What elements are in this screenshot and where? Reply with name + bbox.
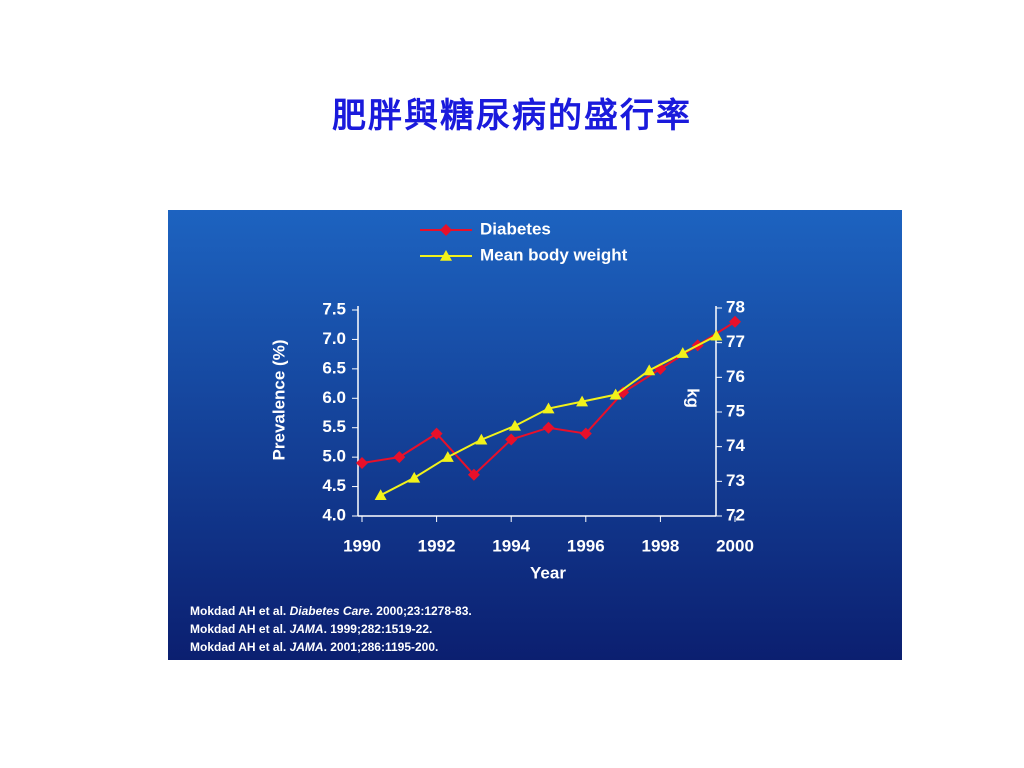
citation-part: Diabetes Care	[290, 604, 370, 618]
y-tick-label: 6.0	[322, 388, 346, 407]
y2-tick-label: 76	[726, 367, 745, 386]
y2-tick-label: 77	[726, 332, 745, 351]
point	[542, 402, 555, 414]
y-tick-label: 5.5	[322, 417, 346, 436]
point	[576, 395, 589, 407]
point	[617, 386, 630, 399]
x-tick-label: 1996	[567, 536, 605, 555]
citation-part: Mokdad AH et al.	[190, 640, 290, 654]
y2-tick-label: 72	[726, 505, 745, 524]
y-tick-label: 7.5	[322, 299, 346, 318]
point	[609, 388, 622, 400]
y2-tick-label: 78	[726, 297, 745, 316]
x-tick-label: 1994	[492, 536, 530, 555]
point	[356, 457, 368, 470]
citation-part: Mokdad AH et al.	[190, 622, 290, 636]
citation-part: Mokdad AH et al.	[190, 604, 290, 618]
point	[676, 347, 689, 358]
y-tick-label: 4.0	[322, 505, 346, 524]
y-axis-label: Prevalence (%)	[269, 340, 288, 461]
y-tick-label: 7.0	[322, 329, 346, 348]
citation-part: . 1999;282:1519-22.	[324, 622, 433, 636]
point	[729, 315, 741, 328]
point	[542, 421, 555, 434]
slide-title: 肥胖與糖尿病的盛行率	[332, 96, 692, 136]
citation: Mokdad AH et al. JAMA. 1999;282:1519-22.	[190, 622, 432, 636]
citation-part: . 2001;286:1195-200.	[324, 640, 439, 654]
point	[643, 364, 656, 376]
point	[579, 427, 592, 440]
point	[393, 451, 406, 464]
point	[374, 489, 387, 500]
y-tick-label: 6.5	[322, 358, 346, 377]
citation-part: . 2000;23:1278-83.	[370, 604, 472, 618]
legend-marker	[440, 250, 452, 261]
legend-marker	[440, 224, 452, 236]
point	[430, 427, 443, 440]
point	[710, 329, 723, 341]
point	[441, 451, 454, 462]
point	[467, 468, 480, 481]
y-tick-label: 5.0	[322, 447, 346, 466]
x-tick-label: 1998	[641, 536, 679, 555]
x-tick-label: 1992	[418, 536, 456, 555]
x-tick-label: 1990	[343, 536, 381, 555]
y-tick-label: 4.5	[322, 476, 346, 495]
x-axis-label: Year	[530, 563, 566, 582]
y2-tick-label: 73	[726, 471, 745, 490]
y2-tick-label: 75	[726, 401, 745, 420]
point	[408, 471, 421, 483]
legend-label: Mean body weight	[480, 245, 628, 264]
point	[508, 419, 521, 431]
point	[505, 433, 518, 446]
citation: Mokdad AH et al. Diabetes Care. 2000;23:…	[190, 604, 472, 618]
citation: Mokdad AH et al. JAMA. 2001;286:1195-200…	[190, 640, 438, 654]
y2-axis-label: kg	[684, 388, 703, 408]
point	[475, 433, 488, 445]
chart-background	[168, 210, 902, 660]
citation-part: JAMA	[290, 622, 324, 636]
legend-label: Diabetes	[480, 219, 551, 238]
y2-tick-label: 74	[726, 436, 745, 455]
x-tick-label: 2000	[716, 536, 754, 555]
citation-part: JAMA	[290, 640, 324, 654]
